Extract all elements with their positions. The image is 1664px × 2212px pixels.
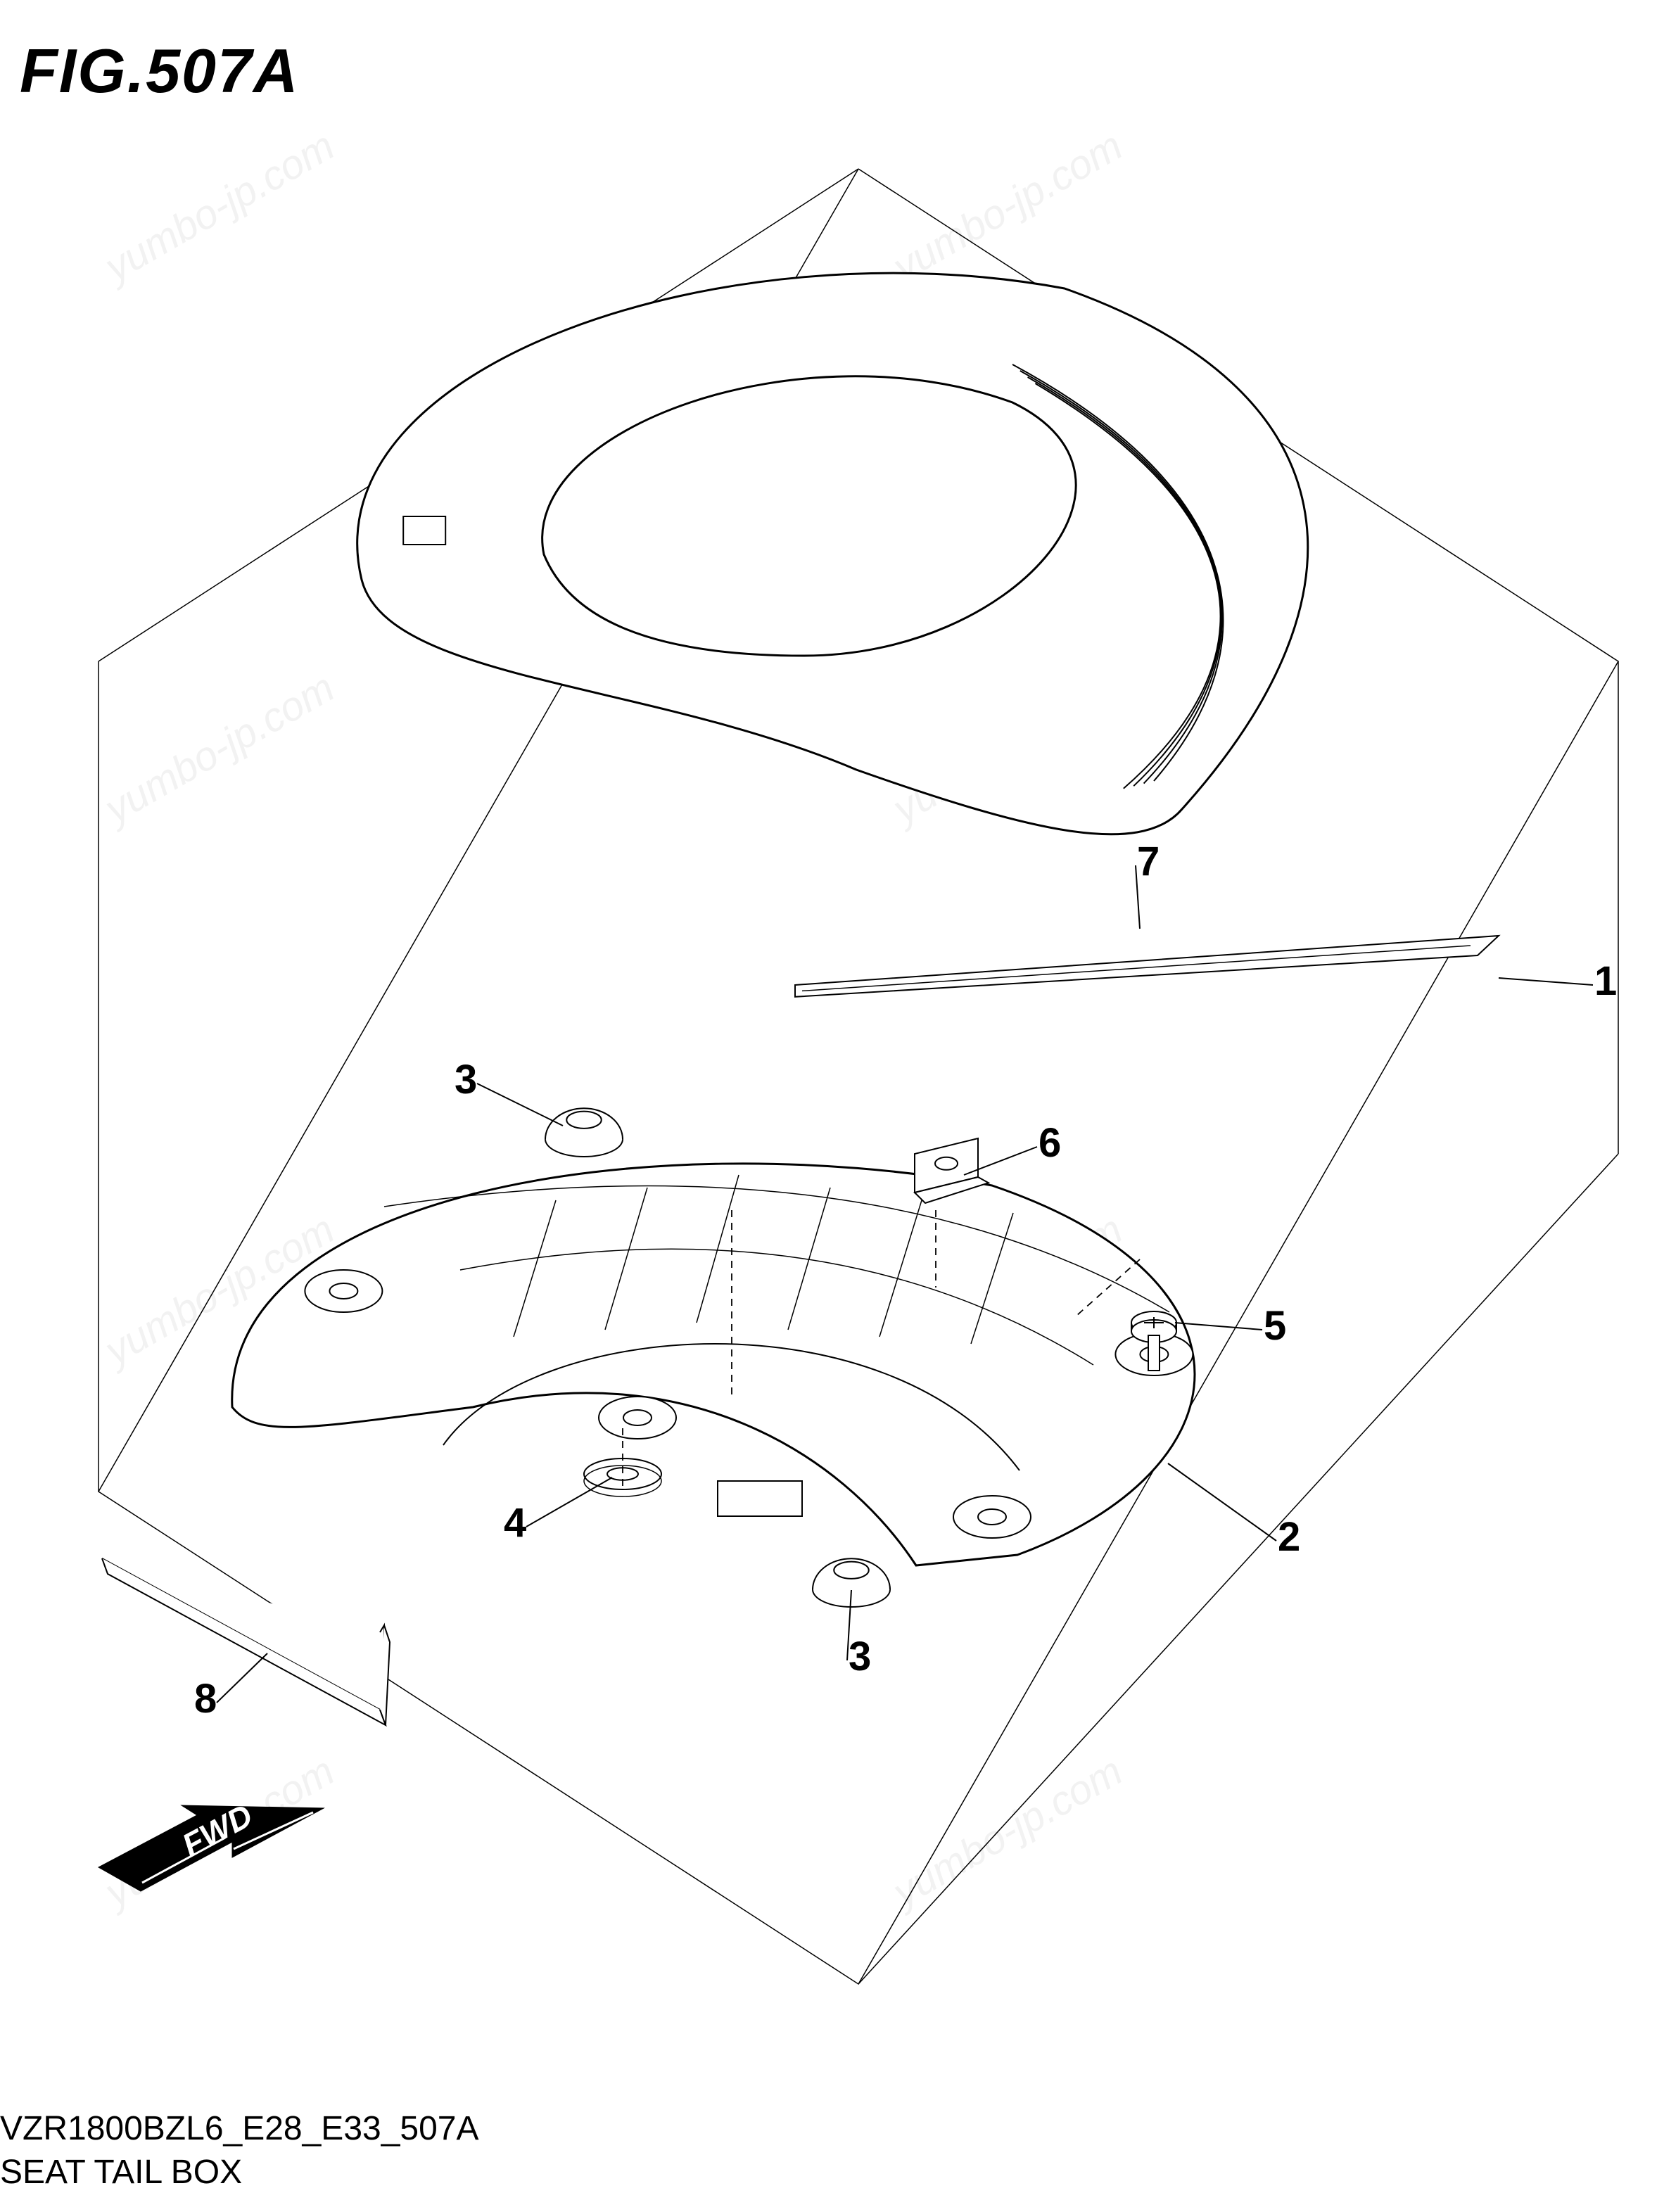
callout-4: 4 xyxy=(504,1499,526,1546)
callout-3: 3 xyxy=(849,1633,871,1680)
callout-7: 7 xyxy=(1137,838,1160,885)
callout-8: 8 xyxy=(194,1675,217,1722)
footer-part-code: VZR1800BZL6_E28_E33_507A xyxy=(0,2109,479,2148)
callout-3: 3 xyxy=(455,1056,477,1103)
callout-2: 2 xyxy=(1278,1513,1300,1561)
callout-1: 1 xyxy=(1594,958,1617,1005)
callout-5: 5 xyxy=(1264,1302,1286,1349)
footer-part-title: SEAT TAIL BOX xyxy=(0,2153,242,2192)
callout-6: 6 xyxy=(1039,1119,1061,1167)
parts-diagram: FWD xyxy=(0,0,1664,2212)
